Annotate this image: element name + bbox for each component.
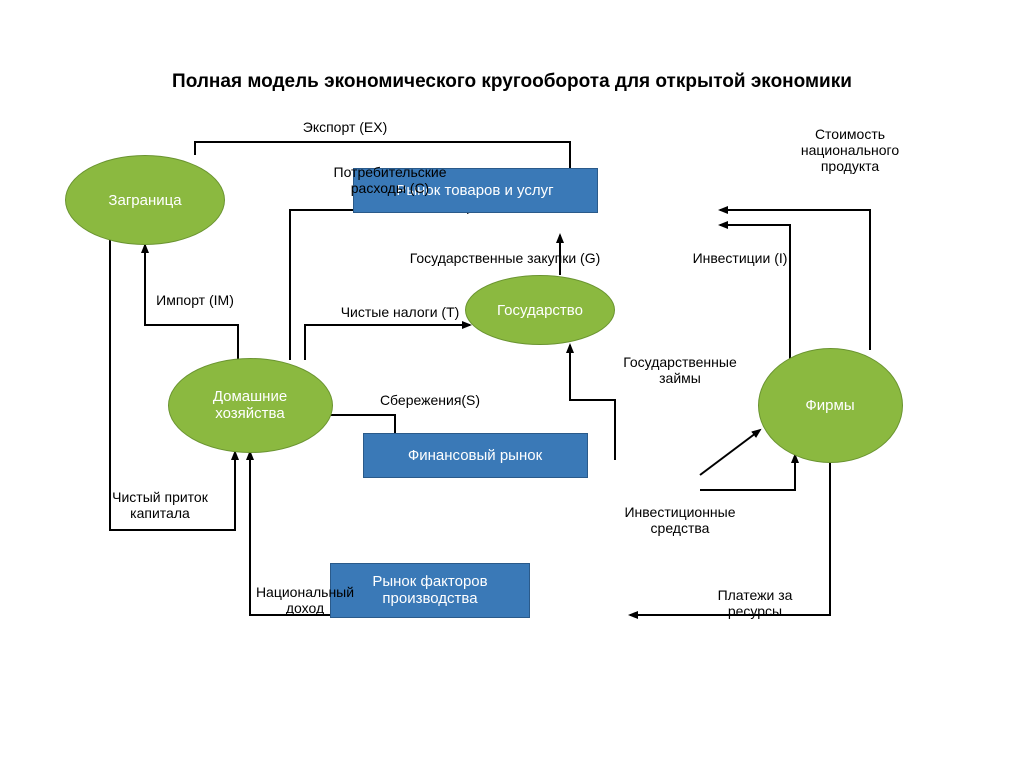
diagram-canvas: Полная модель экономического кругооборот…	[0, 0, 1024, 767]
node-factor_market: Рынок факторов производства	[330, 563, 530, 618]
node-firms: Фирмы	[758, 348, 903, 463]
node-households-label: Домашние хозяйства	[207, 388, 293, 422]
label-invest: Инвестиции (I)	[693, 250, 788, 266]
i-edge	[720, 225, 790, 360]
diagram-title: Полная модель экономического кругооборот…	[0, 71, 1024, 93]
node-fin_market-label: Финансовый рынок	[402, 447, 548, 464]
node-abroad: Заграница	[65, 155, 225, 245]
c-edge	[290, 210, 475, 360]
prod-value-edge	[720, 210, 870, 350]
t-edge	[305, 325, 470, 360]
label-gov_loans: Государственные займы	[623, 354, 737, 386]
node-fin_market: Финансовый рынок	[363, 433, 588, 478]
node-abroad-label: Заграница	[102, 192, 187, 209]
invfunds-edge	[700, 455, 795, 490]
firms-finmkt	[700, 430, 760, 475]
label-savings: Сбережения(S)	[380, 392, 480, 408]
node-factor_market-label: Рынок факторов производства	[366, 573, 493, 607]
node-firms-label: Фирмы	[799, 397, 860, 414]
label-net_taxes: Чистые налоги (T)	[341, 304, 460, 320]
label-cap_inflow: Чистый приток капитала	[112, 489, 208, 521]
label-inv_funds: Инвестиционные средства	[624, 504, 735, 536]
label-export: Экспорт (EX)	[303, 119, 388, 135]
label-nat_income: Национальный доход	[256, 584, 354, 616]
label-res_payments: Платежи за ресурсы	[718, 587, 793, 619]
label-cons_spend: Потребительские расходы (C)	[334, 164, 447, 196]
node-households: Домашние хозяйства	[168, 358, 333, 453]
node-government-label: Государство	[491, 302, 589, 319]
node-government: Государство	[465, 275, 615, 345]
label-import: Импорт (IM)	[156, 292, 234, 308]
label-prod_value: Стоимость национального продукта	[801, 126, 899, 174]
label-gov_purch: Государственные закупки (G)	[410, 250, 601, 266]
